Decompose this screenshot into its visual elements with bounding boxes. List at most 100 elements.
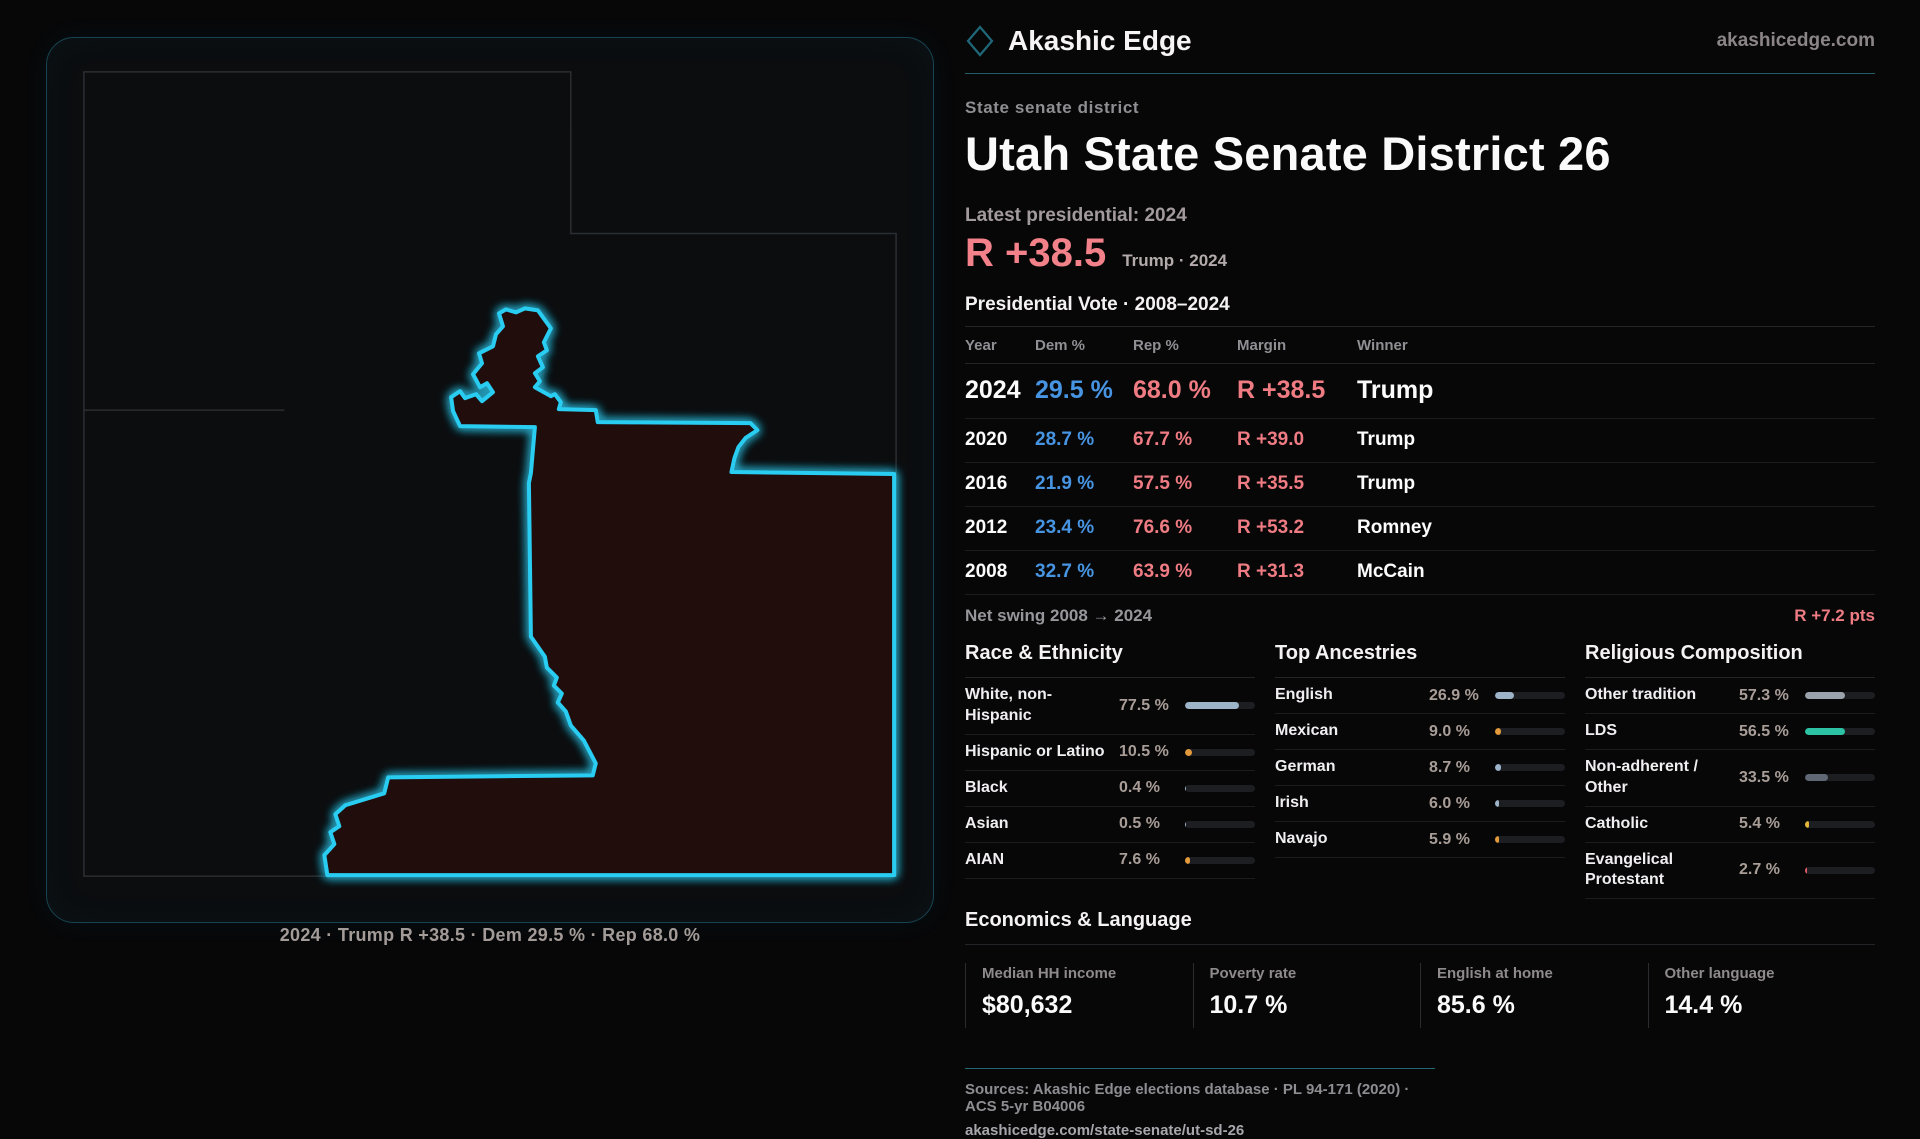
row-dem: 21.9 %: [1035, 473, 1133, 495]
row-margin: R +53.2: [1237, 517, 1357, 539]
item-label: Hispanic or Latino: [965, 742, 1119, 763]
item-bar-track: [1495, 692, 1565, 699]
item-bar-fill: [1185, 749, 1192, 756]
row-margin: R +31.3: [1237, 561, 1357, 583]
row-year: 2008: [965, 561, 1035, 583]
item-label: Other tradition: [1585, 685, 1739, 706]
row-winner: Romney: [1357, 517, 1875, 539]
item-value: 33.5 %: [1739, 769, 1805, 787]
item-value: 0.4 %: [1119, 779, 1185, 797]
stat-label: Other language: [1665, 965, 1868, 982]
brand-name: Akashic Edge: [1008, 25, 1192, 57]
stat-median-hh-income: Median HH income $80,632: [965, 963, 1193, 1028]
header: Akashic Edge akashicedge.com: [965, 24, 1875, 74]
page-title: Utah State Senate District 26: [965, 126, 1875, 181]
item-label: Navajo: [1275, 829, 1429, 850]
item-bar-track: [1495, 764, 1565, 771]
row-year: 2016: [965, 473, 1035, 495]
item-bar-track: [1495, 800, 1565, 807]
item-bar-track: [1805, 692, 1875, 699]
item-label: Mexican: [1275, 721, 1429, 742]
row-dem: 32.7 %: [1035, 561, 1133, 583]
stat-english-at-home: English at home 85.6 %: [1420, 963, 1648, 1028]
item-bar-fill: [1495, 728, 1501, 735]
votes-table-title: Presidential Vote · 2008–2024: [965, 294, 1875, 327]
item-value: 7.6 %: [1119, 851, 1185, 869]
item-bar-track: [1495, 836, 1565, 843]
headline-margin: R +38.5 Trump · 2024: [965, 231, 1875, 276]
stat-value: 85.6 %: [1437, 991, 1640, 1020]
item-bar-fill: [1495, 800, 1499, 807]
net-swing-row: Net swing 2008 → 2024 R +7.2 pts: [965, 595, 1875, 638]
col-year: Year: [965, 337, 1035, 354]
item-value: 57.3 %: [1739, 687, 1805, 705]
stat-label: English at home: [1437, 965, 1640, 982]
item-bar-fill: [1495, 764, 1501, 771]
item-value: 0.5 %: [1119, 815, 1185, 833]
stat-label: Poverty rate: [1210, 965, 1413, 982]
row-rep: 67.7 %: [1133, 429, 1237, 451]
row-year: 2024: [965, 376, 1035, 405]
permalink[interactable]: akashicedge.com/state-senate/ut-sd-26: [965, 1122, 1435, 1139]
row-winner: Trump: [1357, 376, 1875, 405]
table-row: 2020 28.7 % 67.7 % R +39.0 Trump: [965, 419, 1875, 463]
item-label: LDS: [1585, 721, 1739, 742]
eyebrow-label: State senate district: [965, 98, 1875, 118]
brand-url-link[interactable]: akashicedge.com: [1717, 30, 1875, 52]
stat-value: 14.4 %: [1665, 991, 1868, 1020]
stat-poverty-rate: Poverty rate 10.7 %: [1193, 963, 1421, 1028]
footer: Sources: Akashic Edge elections database…: [965, 1068, 1435, 1139]
headline-margin-value: R +38.5: [965, 231, 1106, 276]
details-panel: Akashic Edge akashicedge.com State senat…: [965, 24, 1875, 1139]
net-swing-value: R +7.2 pts: [1794, 606, 1875, 626]
demographics-column-title: Top Ancestries: [1275, 642, 1565, 678]
item-label: Asian: [965, 814, 1119, 835]
col-winner: Winner: [1357, 337, 1875, 354]
district-shape: [324, 308, 894, 875]
item-label: Catholic: [1585, 814, 1739, 835]
item-label: Black: [965, 778, 1119, 799]
table-row: 2012 23.4 % 76.6 % R +53.2 Romney: [965, 507, 1875, 551]
item-value: 9.0 %: [1429, 723, 1495, 741]
economics-title: Economics & Language: [965, 909, 1875, 945]
item-label: Non-adherent / Other: [1585, 757, 1739, 799]
item-bar-fill: [1185, 702, 1239, 709]
item-label: White, non-Hispanic: [965, 685, 1119, 727]
item-value: 56.5 %: [1739, 723, 1805, 741]
item-value: 2.7 %: [1739, 861, 1805, 879]
item-bar-fill: [1805, 821, 1809, 828]
item-value: 5.9 %: [1429, 831, 1495, 849]
item-bar-track: [1185, 857, 1255, 864]
headline-margin-sub: Trump · 2024: [1122, 251, 1227, 271]
row-rep: 57.5 %: [1133, 473, 1237, 495]
col-margin: Margin: [1237, 337, 1357, 354]
item-bar-track: [1495, 728, 1565, 735]
item-bar-track: [1185, 749, 1255, 756]
item-value: 6.0 %: [1429, 795, 1495, 813]
district-map-panel: [46, 37, 934, 923]
item-label: English: [1275, 685, 1429, 706]
page: { "brand": { "name": "Akashic Edge", "ur…: [0, 0, 1920, 1080]
brand: Akashic Edge: [965, 24, 1192, 58]
row-dem: 23.4 %: [1035, 517, 1133, 539]
row-dem: 29.5 %: [1035, 376, 1133, 405]
economics-stats: Median HH income $80,632 Poverty rate 10…: [965, 963, 1875, 1028]
item-bar-fill: [1185, 857, 1190, 864]
row-margin: R +38.5: [1237, 376, 1357, 405]
col-rep: Rep %: [1133, 337, 1237, 354]
row-margin: R +39.0: [1237, 429, 1357, 451]
stat-value: 10.7 %: [1210, 991, 1413, 1020]
item-bar-track: [1185, 821, 1255, 828]
item-bar-fill: [1805, 692, 1845, 699]
